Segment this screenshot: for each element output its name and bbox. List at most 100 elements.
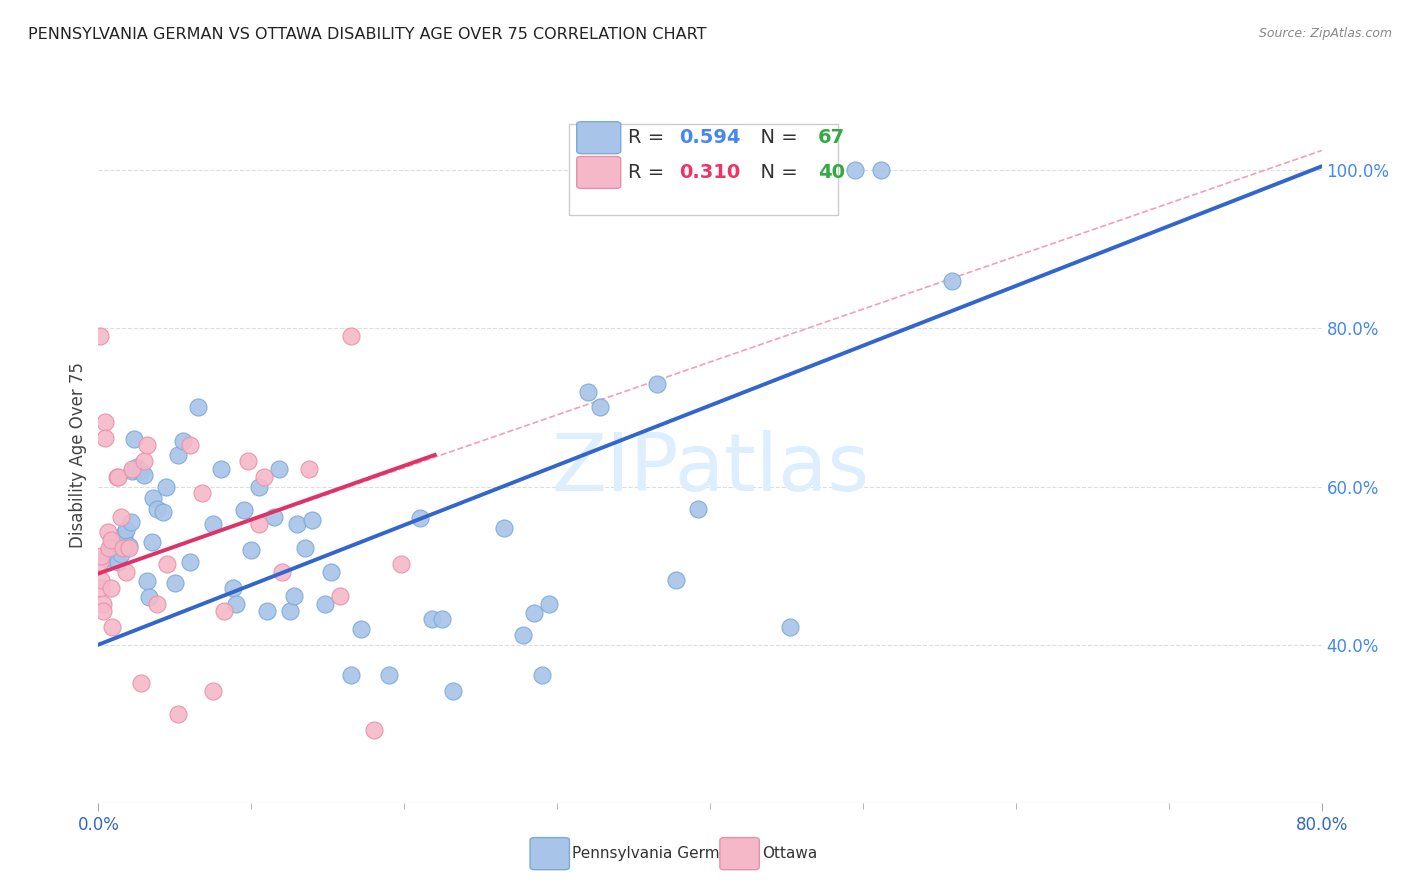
- Point: [115, 523, 138, 537]
- Point: [121, 464, 143, 478]
- Point: [240, 542, 263, 557]
- Point: [93, 415, 115, 429]
- Point: [120, 515, 142, 529]
- Point: [145, 597, 167, 611]
- Point: [432, 612, 454, 626]
- Point: [441, 683, 464, 698]
- Point: [101, 620, 124, 634]
- FancyBboxPatch shape: [569, 124, 838, 215]
- Point: [97, 525, 120, 540]
- Point: [576, 384, 599, 399]
- Point: [301, 513, 323, 527]
- Point: [111, 541, 134, 556]
- Point: [389, 557, 412, 571]
- Point: [90, 581, 112, 595]
- Text: N =: N =: [748, 163, 804, 182]
- Point: [141, 535, 163, 549]
- Point: [492, 521, 515, 535]
- Point: [191, 486, 214, 500]
- Point: [112, 531, 135, 545]
- Text: ZIPatlas: ZIPatlas: [551, 430, 869, 508]
- Point: [538, 597, 561, 611]
- Point: [247, 517, 270, 532]
- Point: [136, 574, 159, 589]
- Point: [107, 470, 129, 484]
- Point: [167, 707, 190, 722]
- Point: [252, 470, 274, 484]
- Point: [256, 605, 278, 619]
- Point: [142, 491, 165, 506]
- Point: [339, 667, 361, 681]
- Point: [134, 454, 156, 468]
- Text: Source: ZipAtlas.com: Source: ZipAtlas.com: [1258, 27, 1392, 40]
- Text: N =: N =: [748, 128, 804, 147]
- FancyBboxPatch shape: [576, 121, 620, 153]
- Point: [378, 667, 401, 681]
- Point: [238, 454, 260, 468]
- Point: [118, 539, 141, 553]
- Point: [363, 723, 385, 737]
- Text: R =: R =: [628, 163, 671, 182]
- Point: [156, 557, 179, 571]
- Point: [512, 628, 534, 642]
- Point: [270, 565, 292, 579]
- Point: [941, 274, 963, 288]
- Point: [118, 541, 141, 556]
- Point: [129, 675, 152, 690]
- Point: [420, 612, 443, 626]
- Point: [329, 589, 352, 603]
- Point: [155, 479, 177, 493]
- Y-axis label: Disability Age Over 75: Disability Age Over 75: [69, 362, 87, 548]
- Point: [110, 539, 132, 553]
- Point: [89, 329, 111, 343]
- Point: [222, 581, 245, 595]
- Point: [90, 573, 112, 587]
- Point: [523, 606, 546, 620]
- Point: [100, 539, 122, 553]
- Point: [152, 505, 174, 519]
- Point: [202, 517, 225, 532]
- Point: [209, 462, 232, 476]
- Text: Ottawa: Ottawa: [762, 847, 817, 861]
- Text: PENNSYLVANIA GERMAN VS OTTAWA DISABILITY AGE OVER 75 CORRELATION CHART: PENNSYLVANIA GERMAN VS OTTAWA DISABILITY…: [28, 27, 707, 42]
- Point: [187, 401, 209, 415]
- Point: [530, 667, 553, 681]
- Point: [91, 605, 114, 619]
- Point: [129, 464, 152, 478]
- Point: [136, 438, 159, 452]
- Point: [134, 467, 156, 482]
- Point: [122, 432, 145, 446]
- Point: [167, 448, 190, 462]
- Point: [232, 503, 254, 517]
- Point: [870, 163, 893, 178]
- Point: [285, 517, 308, 532]
- Point: [91, 597, 114, 611]
- Text: 0.310: 0.310: [679, 163, 741, 182]
- Point: [665, 573, 688, 587]
- Point: [98, 541, 121, 556]
- Point: [686, 501, 709, 516]
- Text: 67: 67: [818, 128, 845, 147]
- Point: [263, 509, 285, 524]
- Point: [179, 438, 201, 452]
- Point: [298, 462, 321, 476]
- Text: Pennsylvania Germans: Pennsylvania Germans: [572, 847, 747, 861]
- Point: [105, 470, 128, 484]
- Point: [107, 555, 129, 569]
- Point: [212, 605, 235, 619]
- Point: [589, 401, 612, 415]
- Point: [294, 541, 316, 556]
- Point: [319, 565, 342, 579]
- Point: [111, 535, 134, 549]
- Point: [350, 622, 373, 636]
- Point: [844, 163, 866, 178]
- Point: [138, 591, 160, 605]
- Point: [90, 549, 112, 563]
- Point: [314, 597, 336, 611]
- Point: [225, 597, 247, 611]
- Point: [172, 434, 194, 448]
- Point: [121, 462, 143, 476]
- FancyBboxPatch shape: [576, 156, 620, 188]
- Point: [93, 431, 115, 445]
- Text: 0.594: 0.594: [679, 128, 741, 147]
